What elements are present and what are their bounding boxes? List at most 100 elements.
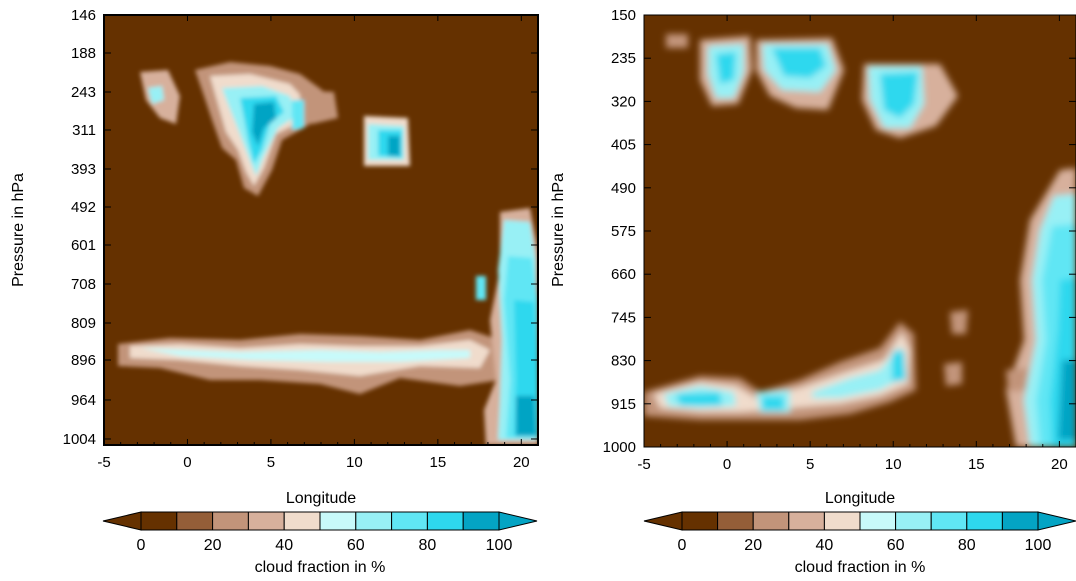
left-colorbar-swatch [212, 511, 249, 531]
right-upper-cloud-c-core [880, 72, 918, 118]
right-y-axis-title: Pressure in hPa [550, 173, 567, 287]
right-colorbar-tick-label: 80 [958, 537, 976, 554]
right-small-isolated-a [950, 310, 968, 334]
right-y-tick-label: 490 [611, 180, 636, 197]
left-scatter-cloud [300, 90, 338, 124]
right-y-tick-label: 150 [611, 7, 636, 24]
left-colorbar-tick-label: 0 [137, 537, 146, 554]
left-low-band-cyan [140, 348, 470, 362]
left-colorbar-swatch [426, 511, 464, 531]
right-low-band-cyan [664, 346, 906, 412]
left-upper-cloud-peak [252, 102, 276, 146]
right-colorbar-swatch [788, 511, 825, 531]
left-ticks: -5 0 5 10 15 20 146 188 243 311 393 492 601 708 809 896… [63, 7, 539, 471]
right-edge-column-peak [1058, 360, 1076, 440]
right-x-tick-label: 0 [723, 456, 731, 473]
right-y-tick-label: 575 [611, 223, 636, 240]
left-colorbar-extend-high [498, 511, 538, 531]
right-x-axis-title: Longitude [825, 490, 895, 507]
left-colorbar-label: cloud fraction in % [255, 559, 386, 576]
right-y-tick-label: 745 [611, 309, 636, 326]
left-colorbar-swatch [140, 511, 178, 531]
left-y-tick-label: 1004 [63, 431, 96, 448]
left-mid-cloud-peak [388, 136, 400, 156]
left-edge-column-peak [516, 396, 536, 436]
right-colorbar-swatch [966, 511, 1003, 531]
right-x-tick-label: 15 [968, 456, 985, 473]
left-colorbar-tick-label: 20 [204, 537, 222, 554]
left-y-tick-label: 146 [71, 7, 96, 24]
left-y-tick-label: 188 [71, 45, 96, 62]
left-colorbar-swatch [247, 511, 285, 531]
right-colorbar-tick-label: 40 [816, 537, 834, 554]
right-colorbar-swatch [895, 511, 932, 531]
left-colorbar-swatch [355, 511, 393, 531]
left-colorbar-swatch [319, 511, 357, 531]
right-x-tick-label: 10 [885, 456, 902, 473]
left-cloud-field [118, 62, 538, 445]
left-y-axis-title: Pressure in hPa [10, 173, 27, 287]
right-colorbar-tick-label: 100 [1025, 537, 1052, 554]
right-tiny-cloud [666, 34, 688, 48]
left-panel: -5 0 5 10 15 20 146 188 243 311 393 492 601 708 809 896… [10, 7, 539, 507]
left-y-tick-label: 393 [71, 161, 96, 178]
left-colorbar: 0 20 40 60 80 100 [102, 511, 538, 554]
left-y-tick-label: 492 [71, 199, 96, 216]
right-colorbar-swatch [823, 511, 861, 531]
left-colorbar-swatch [462, 511, 500, 531]
right-edge-brown-spot [1006, 368, 1028, 392]
right-y-tick-label: 405 [611, 137, 636, 154]
right-y-tick-label: 235 [611, 50, 636, 67]
right-upper-cloud-a-core [716, 52, 736, 84]
right-cloud-field [644, 34, 1076, 447]
left-y-tick-label: 243 [71, 84, 96, 101]
left-x-tick-label: 0 [183, 454, 191, 471]
left-colorbar-extend-low [102, 511, 142, 531]
right-upper-cloud-b-core [772, 48, 826, 78]
right-low-band-core [676, 350, 906, 410]
left-colorbar-tick-label: 40 [275, 537, 293, 554]
right-y-tick-label: 830 [611, 353, 636, 370]
left-colorbar-swatch [283, 511, 321, 531]
right-colorbar-label: cloud fraction in % [795, 559, 926, 576]
right-y-tick-label: 1000 [603, 439, 636, 456]
right-x-tick-label: 20 [1051, 456, 1068, 473]
right-panel: -5 0 5 10 15 20 150 235 320 405 490 575 660 745 830 915… [550, 7, 1076, 507]
right-colorbar-swatch [859, 511, 897, 531]
left-colorbar-tick-label: 60 [347, 537, 365, 554]
right-y-tick-label: 320 [611, 93, 636, 110]
left-x-axis-title: Longitude [286, 490, 356, 507]
right-colorbar-tick-label: 20 [744, 537, 762, 554]
right-colorbar-swatch [717, 511, 754, 531]
left-colorbar-tick-label: 80 [419, 537, 437, 554]
right-colorbar: 0 20 40 60 80 100 [643, 511, 1076, 554]
right-colorbar-swatch [681, 511, 719, 531]
right-small-isolated-b [944, 362, 962, 386]
right-colorbar-swatch [930, 511, 968, 531]
left-x-tick-label: 15 [430, 454, 447, 471]
left-small-cloud-core [148, 86, 164, 104]
left-colorbar-swatch [176, 511, 214, 531]
left-colorbar-swatch [391, 511, 428, 531]
right-colorbar-extend-low [643, 511, 683, 531]
left-x-tick-label: 10 [346, 454, 363, 471]
left-x-tick-label: 20 [513, 454, 530, 471]
left-y-tick-label: 311 [72, 122, 96, 139]
right-y-tick-label: 915 [611, 396, 636, 413]
right-colorbar-tick-label: 0 [678, 537, 687, 554]
left-x-tick-label: -5 [97, 454, 110, 471]
left-y-tick-label: 964 [71, 392, 96, 409]
right-colorbar-swatch [1001, 511, 1039, 531]
right-colorbar-tick-label: 60 [887, 537, 905, 554]
right-x-tick-label: 5 [806, 456, 814, 473]
right-ticks: -5 0 5 10 15 20 150 235 320 405 490 575 660 745 830 915… [603, 7, 1076, 473]
right-colorbar-extend-high [1037, 511, 1076, 531]
left-colorbar-tick-label: 100 [486, 537, 513, 554]
left-y-tick-label: 601 [71, 237, 96, 254]
right-y-tick-label: 660 [611, 266, 636, 283]
left-scatter-cloud-core [292, 100, 304, 130]
left-y-tick-label: 708 [71, 276, 96, 293]
left-y-tick-label: 896 [71, 352, 96, 369]
left-y-tick-label: 809 [71, 315, 96, 332]
